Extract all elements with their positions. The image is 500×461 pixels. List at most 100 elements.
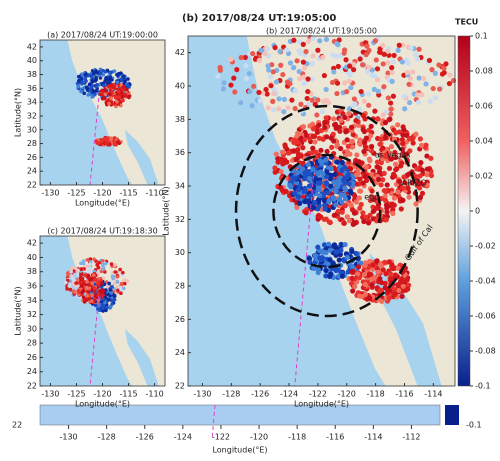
tec-dot xyxy=(104,308,108,313)
tec-dot xyxy=(112,69,117,73)
bottom-tick-label: -128 xyxy=(98,433,116,442)
tec-dot xyxy=(373,57,379,63)
tec-dot xyxy=(344,214,350,220)
tec-dot xyxy=(370,262,376,268)
tec-dot xyxy=(83,273,88,278)
bottom-swatch xyxy=(445,405,459,425)
tec-dot xyxy=(100,295,104,299)
tec-dot xyxy=(122,86,127,91)
tec-dot xyxy=(375,116,381,122)
y-tick-label: 34 xyxy=(27,296,37,305)
tec-dot xyxy=(276,106,282,112)
y-tick-label: 38 xyxy=(175,115,185,124)
tec-dot xyxy=(346,218,353,224)
tec-dot xyxy=(79,261,83,266)
tec-dot xyxy=(86,270,90,274)
bottom-trajectory xyxy=(211,404,216,441)
tec-dot xyxy=(319,108,326,115)
tec-dot xyxy=(281,96,288,102)
tec-dot xyxy=(357,176,363,182)
tec-dot xyxy=(94,88,99,93)
tec-dot xyxy=(96,141,101,145)
y-tick-label: 38 xyxy=(27,267,37,276)
tec-dot xyxy=(334,90,340,97)
tec-dot xyxy=(286,150,292,156)
tec-dot xyxy=(73,290,78,294)
tec-dot xyxy=(413,131,419,137)
tec-dot xyxy=(90,293,94,298)
tec-dot xyxy=(366,271,373,277)
tec-dot xyxy=(417,136,423,142)
tec-dot xyxy=(278,62,284,68)
tec-dot xyxy=(324,180,330,186)
tec-dot xyxy=(341,50,347,56)
tec-dot xyxy=(272,169,278,175)
tec-dot xyxy=(265,105,271,111)
bottom-tick-label: -118 xyxy=(288,433,306,442)
tec-dot xyxy=(331,116,337,122)
tec-dot xyxy=(313,149,319,155)
tec-dot xyxy=(85,280,90,284)
tec-dot xyxy=(331,69,337,75)
tec-dot xyxy=(380,61,386,67)
tec-dot xyxy=(315,47,321,53)
bottom-tick-label: -130 xyxy=(59,433,77,442)
tec-dot xyxy=(335,42,341,48)
tec-dot xyxy=(93,92,97,96)
tec-dot xyxy=(400,283,406,289)
tec-dot xyxy=(66,273,70,277)
tec-dot xyxy=(398,206,404,212)
tec-dot xyxy=(374,159,381,165)
tec-dot xyxy=(282,144,289,150)
x-tick-label: -130 xyxy=(41,390,59,399)
tec-dot xyxy=(94,75,98,80)
tec-dot xyxy=(268,83,274,89)
tec-dot xyxy=(292,105,298,112)
tec-dot xyxy=(108,92,112,96)
x-tick-label: -114 xyxy=(424,390,442,399)
tec-dot xyxy=(310,53,316,59)
tec-dot xyxy=(103,69,108,74)
tec-dot xyxy=(385,95,391,101)
tec-dot xyxy=(267,73,273,80)
tec-dot xyxy=(295,193,301,200)
tec-dot xyxy=(86,93,91,97)
colorbar-tick-label: -0.06 xyxy=(475,312,496,321)
tec-dot xyxy=(112,297,117,302)
tec-dot xyxy=(335,183,342,189)
tec-dot xyxy=(103,300,107,305)
colorbar-tick-label: -0.02 xyxy=(475,242,496,251)
bottom-tick-label: -122 xyxy=(212,433,230,442)
tec-dot xyxy=(301,80,307,86)
tec-dot xyxy=(310,133,316,140)
x-tick-label: -110 xyxy=(146,189,164,198)
tec-dot xyxy=(284,79,291,85)
tec-dot xyxy=(231,75,237,81)
tec-dot xyxy=(296,38,302,45)
tec-dot xyxy=(349,248,355,254)
tec-dot xyxy=(107,297,111,302)
tec-dot xyxy=(112,294,117,299)
y-tick-label: 22 xyxy=(27,382,37,391)
tec-dot xyxy=(369,276,375,282)
tec-dot xyxy=(322,124,328,131)
tec-dot xyxy=(374,66,381,72)
tec-dot xyxy=(119,281,124,286)
tec-dot xyxy=(323,273,329,279)
tec-dot xyxy=(424,153,430,159)
tec-dot xyxy=(318,128,324,134)
tec-dot xyxy=(324,174,330,180)
tec-dot xyxy=(337,252,343,258)
tec-dot xyxy=(428,155,434,161)
tec-dot xyxy=(353,250,359,257)
tec-dot xyxy=(127,95,131,100)
tec-dot xyxy=(385,60,391,66)
colorbar-title: TECU xyxy=(455,18,478,27)
tec-dot xyxy=(353,118,359,124)
tec-dot xyxy=(289,97,295,103)
tec-dot xyxy=(400,185,406,191)
tec-dot xyxy=(363,135,369,141)
tec-dot xyxy=(419,91,425,98)
